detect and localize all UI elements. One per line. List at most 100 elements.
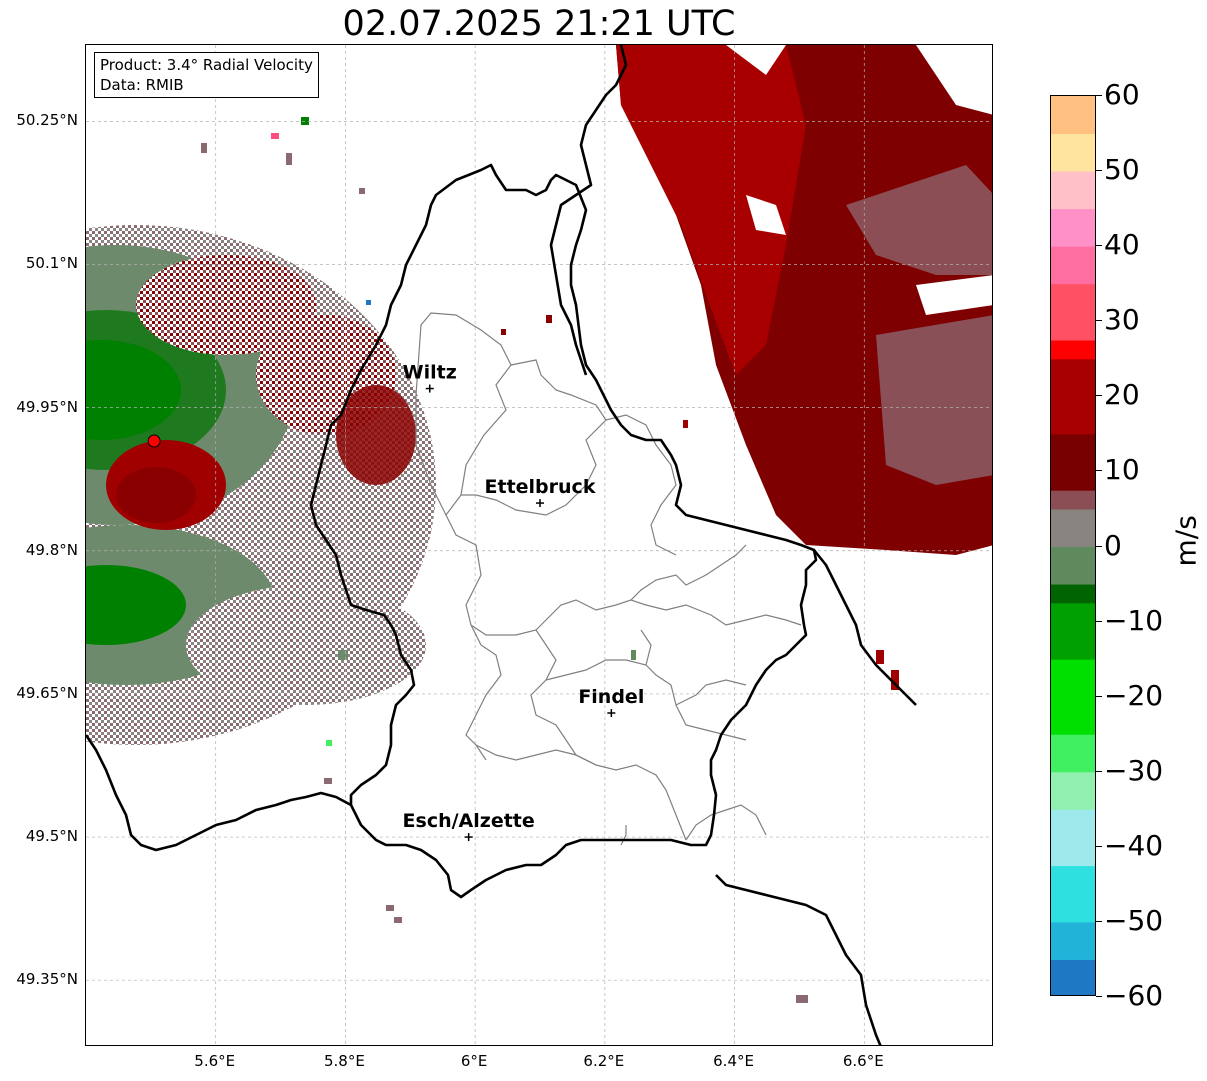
- colorbar-band: [1051, 189, 1095, 210]
- map-canvas[interactable]: Wiltz Ettelbruck Findel Esch/Alzette: [85, 44, 993, 1046]
- colorbar-tick-label: −10: [1104, 603, 1164, 637]
- colorbar-band: [1051, 921, 1095, 942]
- product-info-box: Product: 3.4° Radial Velocity Data: RMIB: [94, 52, 319, 98]
- colorbar-band: [1051, 340, 1095, 360]
- city-marker: Ettelbruck: [485, 476, 596, 508]
- colorbar-band: [1051, 696, 1095, 716]
- colorbar-tick-label: −20: [1104, 678, 1164, 712]
- colorbar-band: [1051, 227, 1095, 247]
- colorbar-tick-mark: [1096, 770, 1102, 772]
- colorbar-tick-mark: [1096, 470, 1102, 472]
- radar-echoes-west: [86, 225, 436, 745]
- colorbar-tick-mark: [1096, 395, 1102, 397]
- city-label: Wiltz: [403, 362, 457, 384]
- colorbar-band: [1051, 321, 1095, 341]
- colorbar-band: [1051, 621, 1095, 641]
- city-marker: Findel: [578, 686, 644, 717]
- colorbar-band: [1051, 283, 1095, 303]
- lon-tick-label: 5.6°E: [194, 1052, 236, 1070]
- graticule: [86, 45, 992, 1045]
- colorbar-band: [1051, 246, 1095, 266]
- colorbar-tick-label: 40: [1104, 228, 1140, 262]
- lat-tick-label: 49.65°N: [16, 683, 78, 702]
- colorbar-band: [1051, 659, 1095, 679]
- colorbar-band: [1051, 377, 1095, 397]
- colorbar-tick-mark: [1096, 320, 1102, 322]
- product-label: Product: 3.4° Radial Velocity: [100, 56, 313, 74]
- data-source-label: Data: RMIB: [100, 76, 184, 94]
- lat-tick-label: 50.1°N: [25, 254, 78, 273]
- colorbar-band: [1051, 433, 1095, 454]
- colorbar-tick-label: 50: [1104, 153, 1140, 187]
- colorbar-band: [1051, 828, 1095, 848]
- city-markers: Wiltz Ettelbruck Findel Esch/Alzette: [403, 362, 644, 842]
- colorbar-band: [1051, 884, 1095, 904]
- colorbar-tick-mark: [1096, 695, 1102, 697]
- country-borders: [86, 45, 917, 1045]
- colorbar: [1050, 95, 1096, 996]
- colorbar-band: [1051, 584, 1095, 604]
- colorbar-band: [1051, 264, 1095, 285]
- colorbar-tick-label: 30: [1104, 303, 1140, 337]
- colorbar-band: [1051, 152, 1095, 172]
- colorbar-band: [1051, 771, 1095, 792]
- city-marker: Esch/Alzette: [403, 810, 535, 842]
- lon-tick-label: 6.6°E: [842, 1052, 884, 1070]
- colorbar-band: [1051, 978, 1095, 995]
- colorbar-band: [1051, 809, 1095, 829]
- colorbar-band: [1051, 715, 1095, 735]
- radar-site-icon: [147, 434, 161, 448]
- colorbar-band: [1051, 114, 1095, 135]
- colorbar-band: [1051, 640, 1095, 660]
- colorbar-band: [1051, 358, 1095, 379]
- lon-tick-label: 6.4°E: [713, 1052, 754, 1070]
- canton-boundaries: [415, 312, 802, 846]
- lat-tick-label: 49.8°N: [25, 540, 78, 559]
- city-marker: Wiltz: [403, 362, 457, 393]
- colorbar-band: [1051, 508, 1095, 529]
- colorbar-band: [1051, 471, 1095, 491]
- colorbar-tick-mark: [1096, 95, 1102, 96]
- colorbar-tick-mark: [1096, 845, 1102, 847]
- colorbar-band: [1051, 396, 1095, 416]
- radar-echoes-east: [616, 45, 992, 555]
- colorbar-tick-label: 10: [1104, 453, 1140, 487]
- colorbar-band: [1051, 865, 1095, 885]
- city-label: Ettelbruck: [485, 476, 596, 498]
- lon-tick-label: 6°E: [460, 1052, 488, 1070]
- lat-tick-label: 49.35°N: [16, 970, 78, 989]
- map-title: 02.07.2025 21:21 UTC: [342, 4, 736, 44]
- colorbar-band: [1051, 734, 1095, 754]
- colorbar-tick-mark: [1096, 170, 1102, 172]
- colorbar-band: [1051, 677, 1095, 698]
- colorbar-tick-mark: [1096, 545, 1102, 547]
- colorbar-band: [1051, 959, 1095, 979]
- colorbar-tick-label: −40: [1104, 828, 1164, 862]
- colorbar-tick-mark: [1096, 245, 1102, 247]
- lat-tick-label: 49.95°N: [16, 397, 78, 416]
- colorbar-band: [1051, 752, 1095, 773]
- colorbar-band: [1051, 302, 1095, 322]
- colorbar-band: [1051, 546, 1095, 566]
- colorbar-tick-label: 60: [1104, 78, 1140, 111]
- radar-map[interactable]: Wiltz Ettelbruck Findel Esch/Alzette: [86, 45, 993, 1046]
- colorbar-tick-label: 0: [1104, 528, 1122, 562]
- colorbar-band: [1051, 940, 1095, 960]
- lat-tick-label: 49.5°N: [25, 827, 78, 846]
- colorbar-tick-mark: [1096, 920, 1102, 922]
- colorbar-unit: m/s: [1169, 515, 1203, 567]
- colorbar-tick-mark: [1096, 620, 1102, 622]
- city-label: Findel: [578, 686, 644, 708]
- colorbar-tick-label: 20: [1104, 378, 1140, 412]
- colorbar-band: [1051, 565, 1095, 585]
- colorbar-band: [1051, 846, 1095, 867]
- colorbar-tick-mark: [1096, 996, 1102, 997]
- colorbar-band: [1051, 527, 1095, 547]
- colorbar-tick-label: −50: [1104, 903, 1164, 937]
- city-label: Esch/Alzette: [403, 810, 535, 832]
- colorbar-band: [1051, 415, 1095, 435]
- colorbar-band: [1051, 96, 1095, 116]
- colorbar-tick-label: −60: [1104, 979, 1164, 1012]
- lat-tick-label: 50.25°N: [16, 111, 78, 130]
- colorbar-band: [1051, 452, 1095, 472]
